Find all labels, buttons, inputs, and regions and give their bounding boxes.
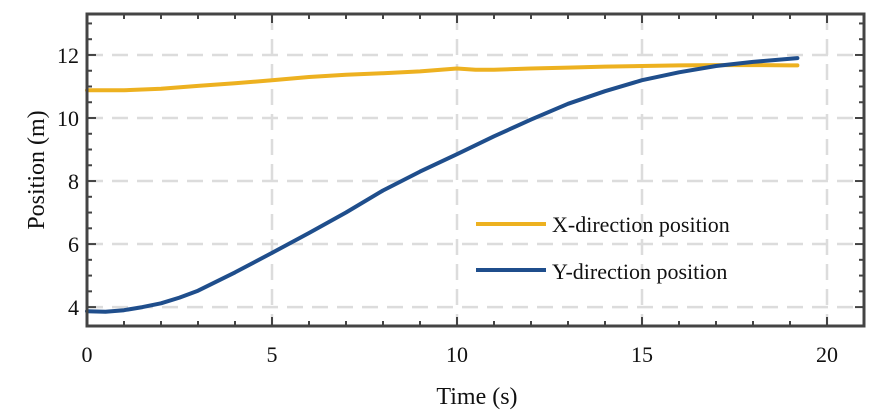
y-tick-label: 6: [68, 232, 79, 257]
plot-frame: [85, 12, 866, 328]
x-tick-label: 15: [631, 342, 653, 367]
y-tick-label: 8: [68, 169, 79, 194]
series-line-x-direction: [85, 63, 800, 93]
data-series: [85, 56, 800, 314]
x-tick-label: 5: [267, 342, 278, 367]
legend: X-direction position Y-direction positio…: [476, 212, 730, 284]
x-axis-title: Time (s): [436, 384, 517, 410]
y-tick-label: 12: [57, 43, 79, 68]
legend-label-x-direction: X-direction position: [552, 212, 730, 237]
legend-label-y-direction: Y-direction position: [552, 259, 727, 284]
x-tick-label: 0: [82, 342, 93, 367]
x-tick-label: 10: [446, 342, 468, 367]
series-line-y-direction: [85, 56, 800, 314]
x-tick-label: 20: [816, 342, 838, 367]
y-tick-label: 10: [57, 106, 79, 131]
y-axis-title: Position (m): [24, 110, 50, 229]
y-tick-label: 4: [68, 295, 79, 320]
